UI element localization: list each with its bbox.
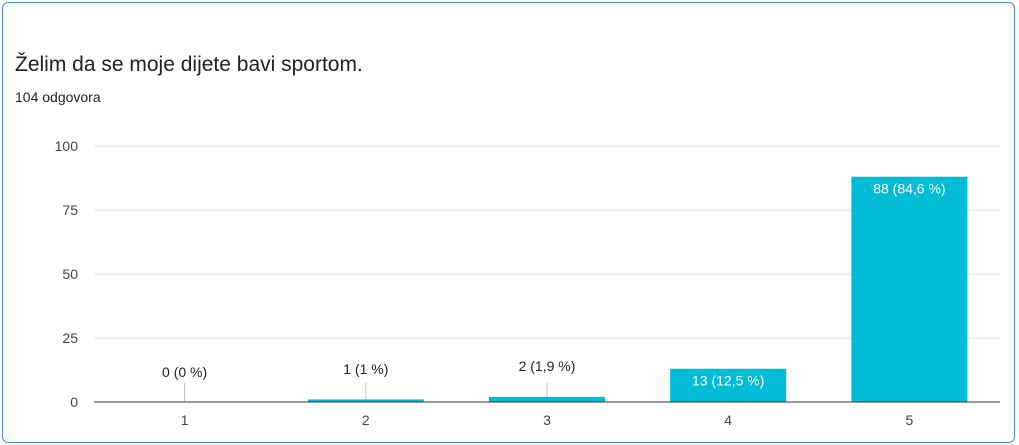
x-tick-label: 2 <box>362 412 370 428</box>
bar <box>851 176 968 402</box>
bar <box>489 396 605 402</box>
y-tick-label: 100 <box>55 138 79 154</box>
bar <box>670 368 787 402</box>
data-label: 13 (12,5 %) <box>692 373 764 389</box>
x-tick-label: 3 <box>543 412 551 428</box>
response-count: 104 odgovora <box>15 89 101 105</box>
x-tick-label: 1 <box>181 412 189 428</box>
data-label: 1 (1 %) <box>343 361 388 377</box>
data-label: 2 (1,9 %) <box>519 358 576 374</box>
data-label: 88 (84,6 %) <box>873 181 945 197</box>
question-title: Želim da se moje dijete bavi sportom. <box>15 53 363 76</box>
data-label: 0 (0 %) <box>162 364 207 380</box>
y-tick-label: 75 <box>62 202 78 218</box>
y-tick-label: 50 <box>62 266 78 282</box>
bar <box>307 399 424 402</box>
y-tick-label: 0 <box>70 394 78 410</box>
x-tick-label: 4 <box>724 412 732 428</box>
x-tick-label: 5 <box>906 412 914 428</box>
y-tick-label: 25 <box>62 330 78 346</box>
